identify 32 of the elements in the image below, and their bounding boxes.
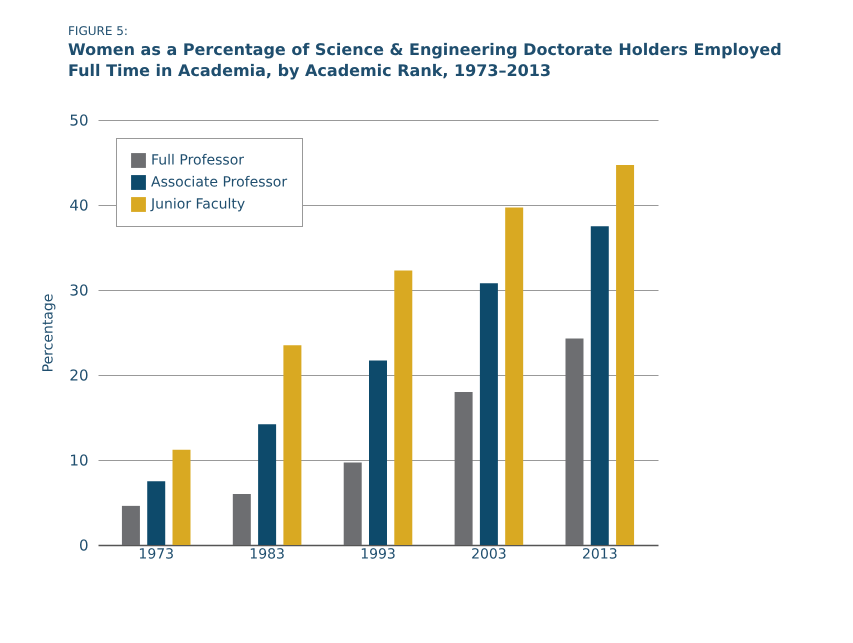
legend-label: Full Professor — [151, 152, 244, 168]
bar — [172, 450, 191, 545]
bar — [616, 165, 634, 545]
x-tick-label: 2013 — [582, 546, 618, 562]
y-tick-label: 50 — [69, 112, 88, 130]
x-tick-label: 1973 — [138, 546, 174, 562]
bar — [122, 506, 140, 545]
y-tick-label: 40 — [69, 196, 88, 214]
bar — [344, 462, 362, 545]
x-tick-label: 2003 — [471, 546, 507, 562]
y-tick-label: 0 — [78, 536, 88, 554]
x-tick-label: 1993 — [360, 546, 396, 562]
bar — [505, 208, 524, 545]
legend-label: Associate Professor — [151, 174, 288, 190]
y-tick-label: 20 — [69, 366, 88, 384]
bar — [590, 226, 609, 545]
bar — [394, 270, 412, 545]
bar — [147, 481, 166, 545]
bar — [565, 338, 584, 545]
bar — [480, 283, 498, 545]
chart-title: Women as a Percentage of Science & Engineering Doctorate Holders Employed Full Time in Academia, by Academic Rank, 1973–2013 — [68, 40, 782, 80]
bar — [258, 424, 276, 545]
bar — [232, 494, 251, 545]
y-axis-title: Percentage — [40, 294, 56, 372]
caption: FIGURE 5: — [68, 24, 128, 38]
legend-label: Junior Faculty — [150, 196, 246, 212]
bar — [283, 345, 302, 545]
x-tick-label: 1983 — [249, 546, 285, 562]
bar — [369, 360, 387, 545]
y-tick-label: 10 — [69, 452, 88, 470]
bar — [454, 392, 473, 545]
y-tick-label: 30 — [69, 282, 88, 300]
